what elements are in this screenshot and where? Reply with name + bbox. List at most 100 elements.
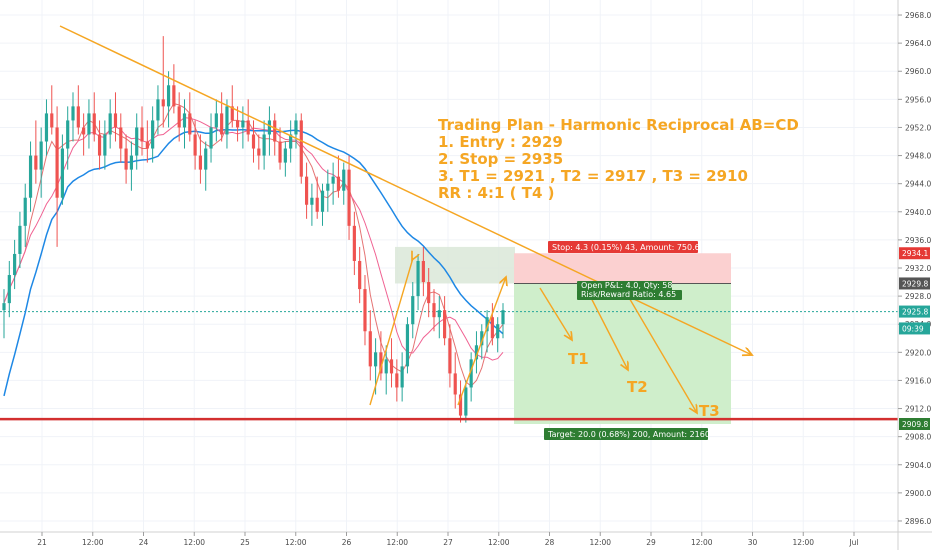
candle-body: [443, 310, 447, 339]
candle: [182, 99, 187, 149]
open-pnl-label: Open P&L: 4.0, Qty: 58: [577, 281, 672, 291]
candle: [55, 106, 59, 247]
candle: [411, 282, 415, 339]
candle-body: [18, 225, 22, 254]
candle-body: [241, 120, 245, 128]
candle: [113, 92, 118, 142]
candle-body: [135, 127, 139, 156]
price-tick-label: 2912.0: [905, 405, 931, 414]
candle-body: [50, 113, 54, 128]
candle: [379, 331, 383, 381]
candle: [421, 246, 425, 297]
time-tick-label: 12:00: [285, 538, 307, 547]
open-pnl-label-box: [577, 281, 672, 291]
price-tick-label: 2948.0: [905, 152, 931, 161]
time-tick-label: 12:00: [691, 538, 713, 547]
time-tick-label: 12:00: [386, 538, 408, 547]
open-pnl-label-text: Open P&L: 4.0, Qty: 58: [581, 281, 672, 290]
candle-body: [193, 134, 197, 156]
candle-body: [214, 113, 218, 128]
candle-body: [151, 120, 155, 149]
candle-body: [437, 310, 441, 318]
candle-body: [427, 282, 431, 304]
candle-body: [352, 225, 356, 261]
candle: [262, 120, 266, 170]
candle-body: [283, 148, 287, 163]
candle: [267, 106, 272, 156]
candle: [358, 246, 362, 304]
price-tag-box: [899, 418, 930, 430]
candle: [188, 92, 192, 142]
stop-loss-zone: [514, 253, 731, 284]
candle-body: [326, 183, 330, 191]
price-tag-label: 09:39: [902, 324, 924, 333]
candle: [432, 289, 436, 332]
target-amount-label: Target: 20.0 (0.68%) 200, Amount: 2160: [544, 428, 710, 440]
time-tick-label: 26: [342, 538, 352, 547]
time-tick-label: 12:00: [589, 538, 611, 547]
candle-body: [172, 85, 176, 107]
candle: [283, 141, 287, 177]
candle: [485, 310, 489, 353]
target-arrow-t3: [627, 295, 697, 413]
price-tag: 2925.8: [899, 305, 930, 318]
candle-body: [490, 317, 494, 339]
candle: [320, 183, 325, 226]
price-axis[interactable]: 2896.0 2900.0 2904.0 2908.0 2912.0 2916.0 2920…: [897, 0, 931, 550]
candle-body: [480, 331, 484, 346]
candle-body: [55, 127, 59, 198]
candle-body: [411, 296, 415, 325]
risk-reward-label: Risk/Reward Ratio: 4.65: [577, 290, 682, 300]
candle: [400, 352, 404, 402]
candle: [97, 120, 102, 170]
candle-body: [358, 260, 362, 290]
position-labels: Stop: 4.3 (0.15%) 43, Amount: 750.6 Open …: [544, 241, 710, 440]
candle: [310, 183, 314, 226]
candle: [395, 359, 399, 402]
time-tick-label: 28: [545, 538, 555, 547]
target-label-t1: T1: [568, 350, 589, 368]
price-tick-label: 2896.0: [905, 517, 931, 526]
target-label-t3: T3: [699, 402, 720, 420]
candle-body: [7, 275, 11, 304]
candle: [76, 85, 80, 135]
price-tag: 2929.8: [899, 277, 930, 290]
price-tag-label: 2929.8: [902, 279, 928, 288]
candle: [44, 99, 49, 156]
candle-body: [262, 134, 266, 156]
time-tick-label: 27: [443, 538, 453, 547]
candle: [140, 106, 144, 156]
candle: [278, 127, 282, 170]
candle: [326, 169, 330, 212]
candlesticks: [2, 36, 505, 423]
candle: [416, 253, 420, 311]
candle: [124, 134, 128, 184]
candle: [453, 352, 457, 409]
price-tag-box: [899, 305, 930, 318]
pattern-completion-zone: [395, 246, 515, 284]
candle: [368, 310, 372, 381]
candle-body: [384, 359, 388, 374]
candle: [384, 345, 388, 395]
candle: [474, 331, 479, 374]
risk-reward-label-box: [577, 290, 682, 300]
pattern-leg-cd: [457, 277, 506, 406]
candle: [92, 92, 96, 142]
time-axis[interactable]: 21 12:00 24 12:00 25 12:00 26 12:00 27 12:00 28 12:…: [0, 531, 932, 547]
stop-label-box: [548, 241, 698, 253]
candle-body: [405, 324, 410, 367]
candle: [2, 289, 6, 339]
risk-reward-label-text: Risk/Reward Ratio: 4.65: [581, 290, 676, 299]
candle-body: [225, 106, 229, 135]
candle: [342, 162, 346, 205]
candle-body: [379, 352, 383, 374]
candle: [289, 120, 293, 163]
descending-trendline: [59, 25, 601, 284]
candle: [389, 338, 394, 388]
candle: [352, 211, 356, 276]
candle: [177, 92, 181, 142]
candle-body: [310, 197, 314, 205]
candle-body: [246, 120, 250, 135]
candle-body: [501, 310, 505, 325]
